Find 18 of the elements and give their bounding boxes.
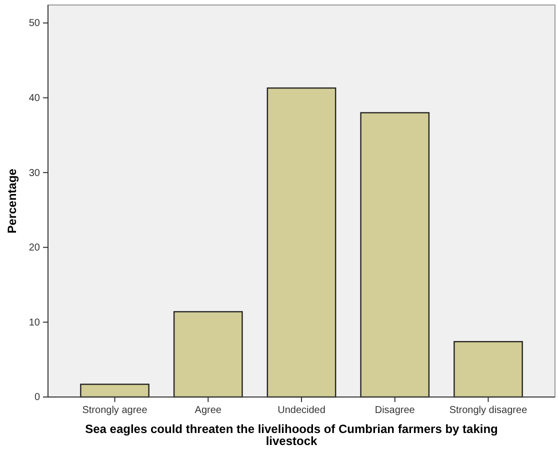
x-axis-title: Sea eagles could threaten the livelihoods of Cumbrian farmers by taking livestock	[85, 422, 498, 448]
y-tick-label: 40	[28, 92, 40, 104]
y-tick-label: 20	[28, 242, 40, 254]
bar	[360, 112, 430, 398]
y-tick-label: 0	[34, 392, 40, 404]
x-tick-label: Agree	[194, 405, 222, 416]
x-tick-label: Strongly disagree	[449, 405, 528, 416]
x-tick-label: Disagree	[374, 405, 416, 416]
y-tick-label: 30	[28, 168, 40, 179]
y-tick-label: 50	[28, 18, 40, 30]
y-tick-label: 10	[28, 317, 40, 328]
bar	[266, 87, 336, 398]
x-tick-label: Undecided	[278, 405, 326, 416]
bar	[454, 341, 523, 398]
y-axis-title: Percentage	[5, 168, 19, 234]
bar	[173, 311, 243, 398]
x-tick-label: Strongly agree	[82, 405, 148, 416]
bar	[80, 384, 150, 398]
